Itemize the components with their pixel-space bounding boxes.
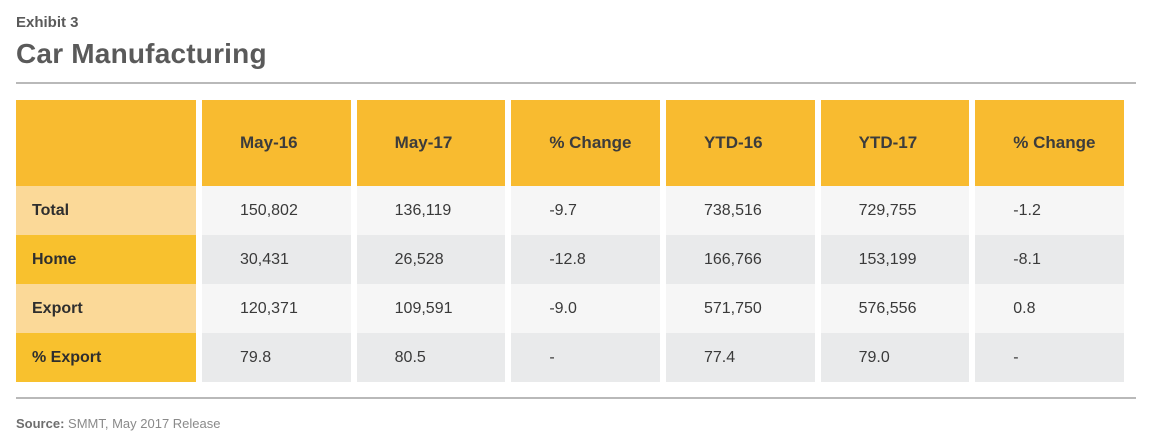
table-cell: 729,755: [820, 186, 970, 235]
header-corner-cell: [16, 100, 196, 186]
data-table: May-16 May-17 % Change YTD-16 YTD-17 % C…: [10, 100, 1130, 382]
column-header-ytd-16: YTD-16: [665, 100, 815, 186]
table-header-row: May-16 May-17 % Change YTD-16 YTD-17 % C…: [16, 100, 1124, 186]
table-cell: 79.0: [820, 333, 970, 382]
table-cell: -9.7: [511, 186, 660, 235]
table-cell: 150,802: [202, 186, 351, 235]
table-cell: 576,556: [820, 284, 970, 333]
table-row-home: Home 30,431 26,528 -12.8 166,766 153,199…: [16, 235, 1124, 284]
exhibit-label: Exhibit 3: [16, 14, 79, 31]
row-label: Home: [16, 235, 196, 284]
row-label: Total: [16, 186, 196, 235]
column-header-monthly-change: % Change: [511, 100, 660, 186]
table-cell: -: [975, 333, 1124, 382]
table-cell: 0.8: [975, 284, 1124, 333]
column-header-ytd-change: % Change: [975, 100, 1124, 186]
table-cell: -8.1: [975, 235, 1124, 284]
row-label: Export: [16, 284, 196, 333]
top-divider: [16, 82, 1136, 84]
table-row-percent-export: % Export 79.8 80.5 - 77.4 79.0 -: [16, 333, 1124, 382]
table-cell: 79.8: [202, 333, 351, 382]
table-cell: -1.2: [975, 186, 1124, 235]
table-cell: 30,431: [202, 235, 351, 284]
table-cell: 77.4: [665, 333, 815, 382]
table-cell: 166,766: [665, 235, 815, 284]
table-cell: -9.0: [511, 284, 660, 333]
table-cell: 738,516: [665, 186, 815, 235]
page-title: Car Manufacturing: [16, 38, 267, 69]
table-cell: -12.8: [511, 235, 660, 284]
table-cell: 26,528: [356, 235, 506, 284]
table-cell: 80.5: [356, 333, 506, 382]
table-cell: 120,371: [202, 284, 351, 333]
source-text: SMMT, May 2017 Release: [68, 416, 221, 431]
source-label: Source:: [16, 416, 65, 431]
table-row-export: Export 120,371 109,591 -9.0 571,750 576,…: [16, 284, 1124, 333]
table-cell: 109,591: [356, 284, 506, 333]
table-row-total: Total 150,802 136,119 -9.7 738,516 729,7…: [16, 186, 1124, 235]
table-cell: -: [511, 333, 660, 382]
table-cell: 136,119: [356, 186, 506, 235]
table-cell: 153,199: [820, 235, 970, 284]
source-note: Source: SMMT, May 2017 Release: [16, 416, 220, 431]
column-header-may-17: May-17: [356, 100, 506, 186]
bottom-divider: [16, 397, 1136, 399]
column-header-may-16: May-16: [202, 100, 351, 186]
column-header-ytd-17: YTD-17: [820, 100, 970, 186]
table-cell: 571,750: [665, 284, 815, 333]
row-label: % Export: [16, 333, 196, 382]
